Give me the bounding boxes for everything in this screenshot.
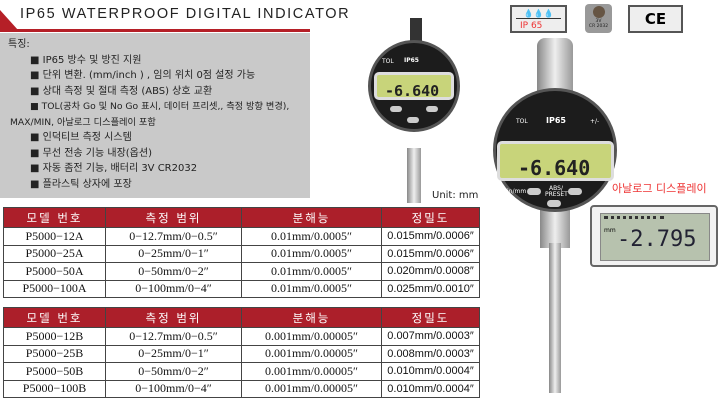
ip-rating: IP 65	[520, 21, 543, 31]
accuracy-cell: 0.025mm/0.0010″	[381, 279, 480, 298]
table-row: P5000−12B 0−12.7mm/0−0.5″ 0.001mm/0.00005″…	[3, 327, 480, 346]
resolution-cell: 0.001mm/0.00005″	[241, 344, 382, 363]
feature-item: ■ 자동 좀전 기능, 배터리 3V CR2032	[30, 163, 198, 174]
battery-badge: 3V CR 2032	[585, 4, 612, 33]
col-model: 모델 번호	[3, 307, 106, 328]
col-range: 측정 범위	[105, 307, 242, 328]
model-cell: P5000−25B	[3, 344, 106, 363]
title-accent	[0, 10, 18, 30]
battery-type: CR 2032	[588, 24, 609, 29]
unit-label: Unit: mm	[432, 190, 479, 201]
col-accuracy: 정밀도	[381, 307, 480, 328]
accuracy-cell: 0.007mm/0.0003″	[381, 327, 480, 346]
resolution-cell: 0.01mm/0.0005″	[241, 227, 382, 246]
range-cell: 0−25mm/0−1″	[105, 344, 242, 363]
analog-unit: mm	[604, 227, 616, 234]
abs-preset-button	[407, 117, 419, 123]
page-title: IP65 WATERPROOF DIGITAL INDICATOR	[20, 6, 351, 22]
abs-preset-button	[547, 200, 561, 207]
brand-label: IP65	[546, 116, 566, 125]
table-row: P5000−12A 0−12.7mm/0−0.5″ 0.01mm/0.0005″ 0.…	[3, 227, 480, 246]
range-cell: 0−100mm/0−4″	[105, 379, 242, 398]
analog-display-image: mm -2.795	[590, 205, 718, 267]
col-range: 측정 범위	[105, 207, 242, 228]
analog-display-label: 아날로그 디스플레이	[612, 182, 707, 195]
analog-bar	[604, 216, 664, 219]
spec-table-b: 모델 번호 측정 범위 분해능 정밀도 P5000−12B 0−12.7mm/0−…	[3, 307, 480, 398]
range-cell: 0−50mm/0−2″	[105, 262, 242, 281]
feature-item: ■ 플라스틱 상자에 포장	[30, 178, 132, 190]
ip65-badge: 💧💧💧 IP 65	[510, 5, 567, 33]
ce-badge: CE	[628, 5, 683, 33]
range-cell: 0−12.7mm/0−0.5″	[105, 327, 242, 346]
table-row: P5000−100A 0−100mm/0−4″ 0.01mm/0.0005″ 0.02…	[3, 279, 480, 298]
lcd-reading: -6.640	[497, 141, 614, 181]
large-indicator-image: TOL IP65 +/- -6.640 in/mm ABS/ PRESET	[480, 38, 620, 398]
feature-item: MAX/MIN, 아날로그 디스플레이 포함	[10, 116, 156, 128]
tol-label: TOL	[516, 118, 528, 125]
range-cell: 0−100mm/0−4″	[105, 279, 242, 298]
feature-item: ■ TOL(공차 Go 및 No Go 표시, 데이터 프리셋,, 측정 방향 …	[30, 101, 290, 112]
accuracy-cell: 0.015mm/0.0006″	[381, 227, 480, 246]
feature-item: ■ IP65 방수 및 방진 지원	[30, 54, 142, 66]
model-cell: P5000−50A	[3, 262, 106, 281]
small-indicator-image: TOL IP65 -6.640	[360, 18, 470, 203]
col-resolution: 분해능	[241, 207, 382, 228]
resolution-cell: 0.01mm/0.0005″	[241, 244, 382, 263]
accuracy-cell: 0.015mm/0.0006″	[381, 244, 480, 263]
model-cell: P5000−12B	[3, 327, 106, 346]
range-cell: 0−12.7mm/0−0.5″	[105, 227, 242, 246]
feature-item: ■ 단위 변환. (mm/inch ) , 임의 위치 0점 설정 가능	[30, 70, 256, 81]
model-cell: P5000−100B	[3, 379, 106, 398]
model-cell: P5000−25A	[3, 244, 106, 263]
water-drops-icon: 💧💧💧	[516, 9, 561, 19]
range-cell: 0−50mm/0−2″	[105, 362, 242, 381]
feature-item: ■ 인덕티브 측정 시스템	[30, 132, 132, 143]
table-row: P5000−25A 0−25mm/0−1″ 0.01mm/0.0005″ 0.015m…	[3, 244, 480, 263]
model-cell: P5000−50B	[3, 362, 106, 381]
resolution-cell: 0.01mm/0.0005″	[241, 262, 382, 281]
lcd-reading: -6.640	[374, 72, 454, 100]
model-cell: P5000−12A	[3, 227, 106, 246]
unit-button	[390, 106, 402, 112]
abs-preset-label: ABS/ PRESET	[545, 185, 568, 198]
table-row: P5000−100B 0−100mm/0−4″ 0.001mm/0.00005″ 0.…	[3, 379, 480, 398]
coin-cell-icon	[592, 6, 605, 18]
range-cell: 0−25mm/0−1″	[105, 244, 242, 263]
brand-label: IP65	[404, 57, 419, 64]
unit-button	[527, 188, 541, 195]
tol-label: TOL	[382, 58, 394, 65]
spec-table-a: 모델 번호 측정 범위 분해능 정밀도 P5000−12A 0−12.7mm/0−…	[3, 207, 480, 298]
unit-button-label: in/mm	[507, 188, 527, 195]
accuracy-cell: 0.008mm/0.0003″	[381, 344, 480, 363]
col-model: 모델 번호	[3, 207, 106, 228]
features-heading: 특징:	[8, 39, 30, 50]
feature-item: ■ 상대 측정 및 절대 측정 (ABS) 상호 교환	[30, 85, 213, 97]
analog-reading: -2.795	[617, 227, 697, 252]
col-resolution: 분해능	[241, 307, 382, 328]
features-panel: 특징: ■ IP65 방수 및 방진 지원 ■ 단위 변환. (mm/inch …	[0, 33, 310, 198]
power-button	[568, 188, 582, 195]
resolution-cell: 0.001mm/0.00005″	[241, 327, 382, 346]
resolution-cell: 0.001mm/0.00005″	[241, 379, 382, 398]
table-row: P5000−50B 0−50mm/0−2″ 0.001mm/0.00005″ 0.01…	[3, 362, 480, 381]
col-accuracy: 정밀도	[381, 207, 480, 228]
power-button	[426, 106, 438, 112]
feature-item: ■ 무선 전송 기능 내장(옵션)	[30, 147, 152, 159]
plusminus-label: +/-	[590, 118, 600, 125]
model-cell: P5000−100A	[3, 279, 106, 298]
table-row: P5000−50A 0−50mm/0−2″ 0.01mm/0.0005″ 0.020m…	[3, 262, 480, 281]
accuracy-cell: 0.010mm/0.0004″	[381, 379, 480, 398]
battery-voltage: 3V	[595, 19, 602, 24]
resolution-cell: 0.001mm/0.00005″	[241, 362, 382, 381]
accuracy-cell: 0.010mm/0.0004″	[381, 362, 480, 381]
accuracy-cell: 0.020mm/0.0008″	[381, 262, 480, 281]
table-row: P5000−25B 0−25mm/0−1″ 0.001mm/0.00005″ 0.00…	[3, 344, 480, 363]
title-underline	[0, 29, 310, 32]
resolution-cell: 0.01mm/0.0005″	[241, 279, 382, 298]
